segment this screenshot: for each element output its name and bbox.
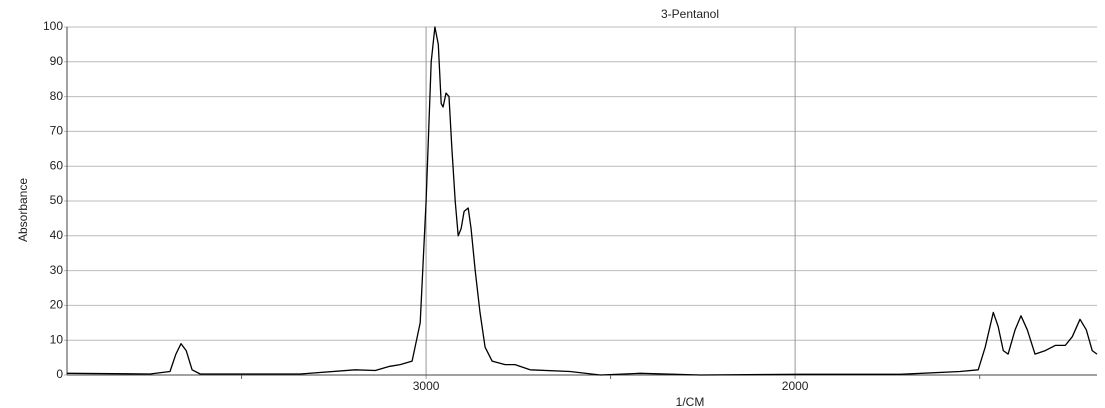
y-tick-label: 0	[56, 367, 63, 381]
y-axis-label: Absorbance	[16, 178, 30, 242]
y-tick-label: 60	[50, 158, 64, 172]
y-tick-label: 100	[43, 19, 63, 33]
spectrum-line	[66, 26, 1098, 376]
y-tick-label: 50	[50, 193, 64, 207]
x-tick-label: 3000	[413, 379, 440, 393]
y-tick-label: 70	[50, 124, 64, 138]
y-tick-label: 90	[50, 54, 64, 68]
y-tick-label: 40	[50, 228, 64, 242]
y-tick-label: 30	[50, 263, 64, 277]
x-tick-label: 2000	[782, 379, 809, 393]
chart-title: 3-Pentanol	[661, 7, 719, 21]
y-tick-label: 20	[50, 298, 64, 312]
y-tick-label: 80	[50, 89, 64, 103]
y-tick-label: 10	[50, 332, 64, 346]
x-axis-label: 1/CM	[676, 395, 705, 408]
